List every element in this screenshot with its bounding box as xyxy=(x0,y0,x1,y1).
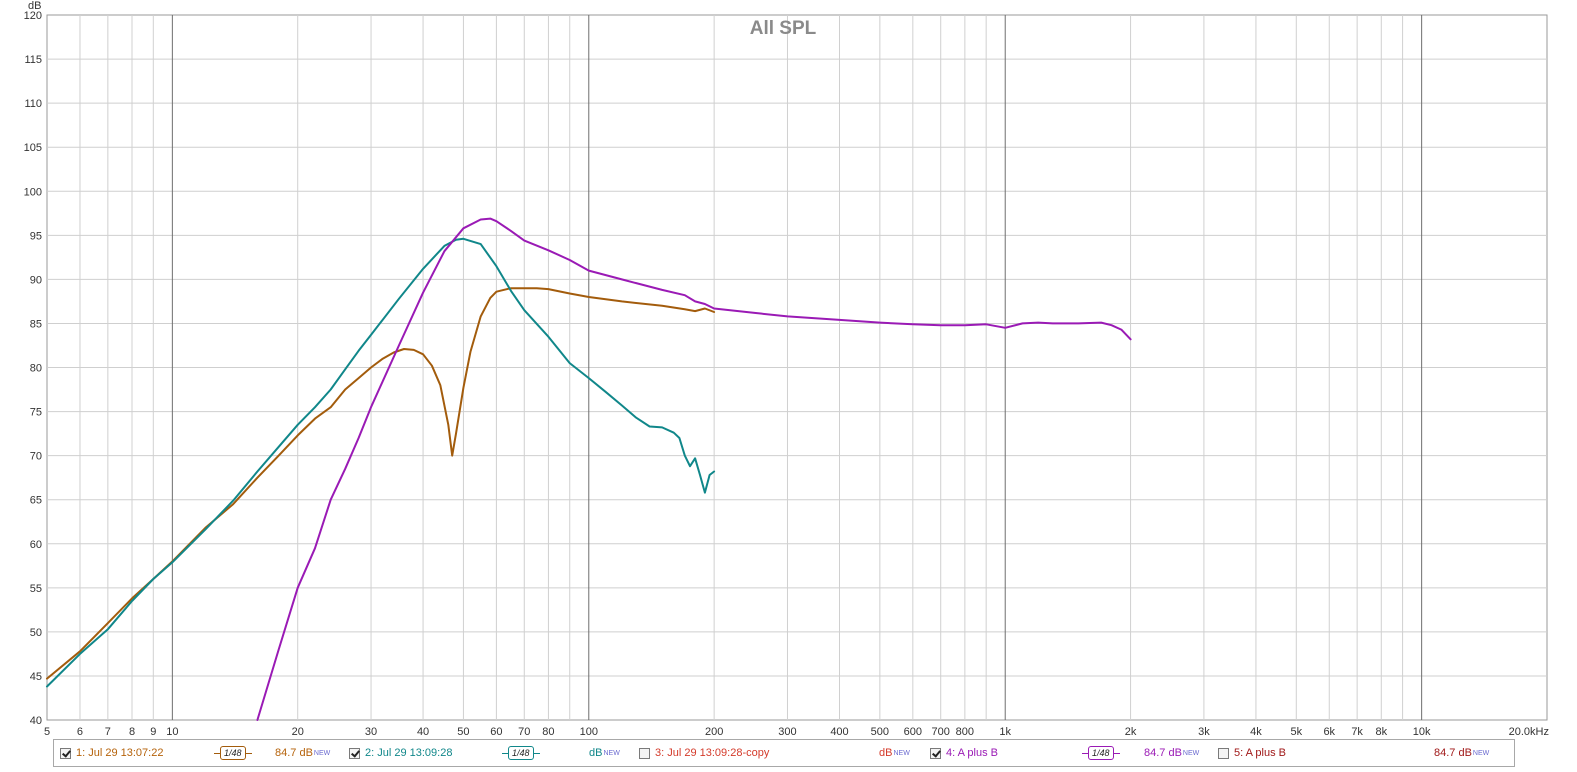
y-tick-label: 85 xyxy=(30,318,42,330)
legend-checkbox-4[interactable] xyxy=(930,747,941,759)
legend-item-2[interactable]: 2: Jul 29 13:09:28 xyxy=(349,740,452,766)
level-readout-4: 84.7 dB NEW xyxy=(1144,747,1200,759)
x-tick-label: 300 xyxy=(778,726,796,738)
series-line-1 xyxy=(46,287,716,680)
smoothing-label-2: 1/48 xyxy=(508,746,534,760)
x-tick-label: 7k xyxy=(1351,726,1363,738)
x-tick-label: 3k xyxy=(1198,726,1210,738)
x-tick-label: 700 xyxy=(932,726,950,738)
x-tick-label: 10k xyxy=(1413,726,1431,738)
x-tick-label: 10 xyxy=(166,726,178,738)
level-readout-2: dB NEW xyxy=(589,747,620,759)
grid-lines xyxy=(47,15,1547,720)
y-tick-label: 115 xyxy=(24,54,42,66)
y-tick-label: 95 xyxy=(30,230,42,242)
legend-label-4: 4: A plus B xyxy=(946,747,998,759)
series-line-3 xyxy=(256,217,1132,721)
x-tick-label: 80 xyxy=(542,726,554,738)
x-tick-label: 600 xyxy=(904,726,922,738)
x-tick-label: 5k xyxy=(1290,726,1302,738)
x-tick-label: 100 xyxy=(580,726,598,738)
series-lines xyxy=(46,217,1132,721)
legend-label-2: 2: Jul 29 13:09:28 xyxy=(365,747,453,759)
x-tick-label: 40 xyxy=(417,726,429,738)
x-tick-label: 30 xyxy=(365,726,377,738)
x-tick-label: 500 xyxy=(871,726,889,738)
smoothing-label-1: 1/48 xyxy=(220,746,246,760)
smoothing-label-4: 1/48 xyxy=(1088,746,1114,760)
series-line-2 xyxy=(46,237,716,688)
x-tick-label: 9 xyxy=(150,726,156,738)
y-tick-label: 55 xyxy=(30,583,42,595)
y-tick-label: 65 xyxy=(30,495,42,507)
chart-title: All SPL xyxy=(750,18,817,39)
legend-checkbox-1[interactable] xyxy=(60,747,71,759)
legend-item-1[interactable]: 1: Jul 29 13:07:22 xyxy=(60,740,163,766)
smoothing-button-1[interactable]: 1/48 xyxy=(214,746,252,760)
y-tick-label: 45 xyxy=(30,671,42,683)
x-tick-label: 6k xyxy=(1323,726,1335,738)
legend-checkbox-2[interactable] xyxy=(349,747,360,759)
x-tick-label: 8 xyxy=(129,726,135,738)
x-tick-label: 5 xyxy=(44,726,50,738)
legend-checkbox-5[interactable] xyxy=(1218,747,1229,759)
legend-label-3: 3: Jul 29 13:09:28-copy xyxy=(655,747,770,759)
x-tick-label: 70 xyxy=(518,726,530,738)
level-readout-5: 84.7 dB NEW xyxy=(1434,747,1490,759)
y-tick-label: 75 xyxy=(30,407,42,419)
x-tick-label: 6 xyxy=(77,726,83,738)
y-tick-label: 110 xyxy=(24,98,42,110)
x-tick-label: 1k xyxy=(999,726,1011,738)
x-tick-label: 8k xyxy=(1375,726,1387,738)
y-tick-labels: 40 45 50 55 60 65 70 75 80 85 90 95 100 105 110 115 120 xyxy=(24,10,42,727)
y-tick-label: 120 xyxy=(24,10,42,22)
y-tick-label: 100 xyxy=(24,186,42,198)
legend-checkbox-3[interactable] xyxy=(639,747,650,759)
x-tick-label: 200 xyxy=(705,726,723,738)
x-tick-label: 20 xyxy=(292,726,304,738)
x-tick-label: 4k xyxy=(1250,726,1262,738)
legend-label-1: 1: Jul 29 13:07:22 xyxy=(76,747,164,759)
legend-label-5: 5: A plus B xyxy=(1234,747,1286,759)
x-tick-label: 50 xyxy=(457,726,469,738)
x-tick-label: 2k xyxy=(1125,726,1137,738)
spl-chart: 404550556065707580859095100105110115120 … xyxy=(24,0,1549,738)
smoothing-button-4[interactable]: 1/48 xyxy=(1082,746,1120,760)
legend-item-3[interactable]: 3: Jul 29 13:09:28-copy xyxy=(639,740,769,766)
legend-item-5[interactable]: 5: A plus B xyxy=(1218,740,1286,766)
level-readout-1: 84.7 dB NEW xyxy=(275,747,331,759)
x-tick-labels: 5 6 7 8 9 10 20 30 40 50 60 70 80 100 200 300 400 500 600 7… xyxy=(44,726,1549,738)
y-tick-label: 60 xyxy=(30,539,42,551)
legend-bar: 1: Jul 29 13:07:22 1/48 84.7 dB NEW 2: Ju… xyxy=(53,739,1515,767)
x-tick-label: 60 xyxy=(490,726,502,738)
y-tick-label: 80 xyxy=(30,363,42,375)
level-readout-3: dB NEW xyxy=(879,747,910,759)
y-tick-label: 105 xyxy=(24,142,42,154)
y-tick-label: 70 xyxy=(30,451,42,463)
x-tick-label: 800 xyxy=(956,726,974,738)
x-tick-label: 20.0kHz xyxy=(1509,726,1549,738)
y-tick-label: 40 xyxy=(30,715,42,727)
x-tick-label: 400 xyxy=(830,726,848,738)
y-tick-label: 90 xyxy=(30,274,42,286)
smoothing-button-2[interactable]: 1/48 xyxy=(502,746,540,760)
y-axis-label: dB xyxy=(28,0,41,12)
legend-item-4[interactable]: 4: A plus B xyxy=(930,740,998,766)
y-tick-label: 50 xyxy=(30,627,42,639)
x-tick-label: 7 xyxy=(105,726,111,738)
